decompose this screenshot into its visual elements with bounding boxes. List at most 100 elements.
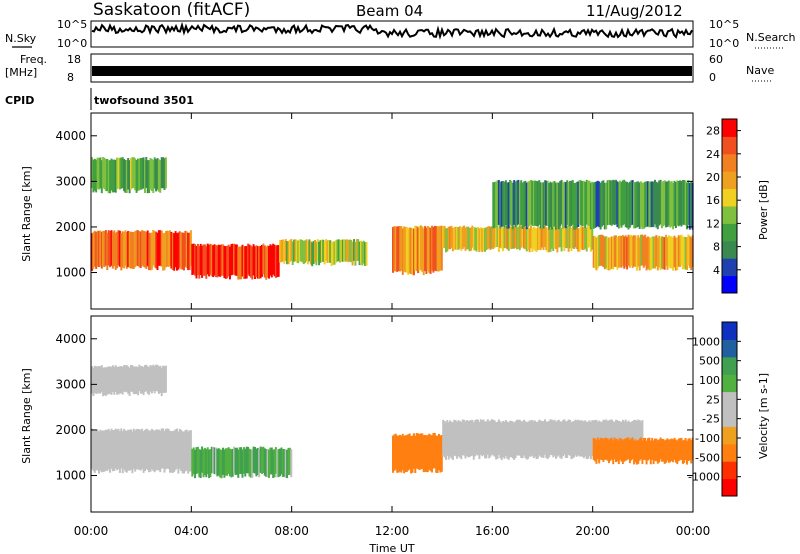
data-cell bbox=[125, 430, 128, 473]
data-cell bbox=[626, 181, 629, 228]
data-cell bbox=[563, 419, 566, 455]
data-cell bbox=[647, 438, 649, 461]
data-cell bbox=[660, 438, 663, 462]
data-cell bbox=[684, 438, 687, 461]
data-cell bbox=[669, 181, 672, 228]
data-cell bbox=[113, 366, 116, 395]
data-cell bbox=[634, 235, 637, 267]
data-cell bbox=[426, 225, 429, 271]
data-cell bbox=[485, 421, 488, 459]
data-cell bbox=[417, 227, 420, 274]
data-cell bbox=[107, 230, 110, 266]
data-cell bbox=[627, 182, 630, 230]
freq-tick-top: 18 bbox=[67, 53, 81, 66]
data-cell bbox=[655, 235, 658, 267]
data-cell bbox=[255, 448, 258, 477]
data-cell bbox=[637, 181, 640, 227]
data-cell bbox=[528, 180, 531, 226]
colorbar-segment bbox=[722, 426, 737, 445]
data-cell bbox=[206, 447, 209, 475]
data-cell bbox=[546, 228, 549, 253]
data-cell bbox=[531, 180, 534, 226]
data-cell bbox=[628, 181, 631, 228]
data-cell bbox=[117, 230, 120, 266]
data-cell bbox=[149, 232, 152, 271]
data-cell bbox=[138, 231, 141, 268]
data-cell bbox=[688, 438, 691, 461]
data-cell bbox=[242, 447, 245, 474]
data-cell bbox=[274, 447, 277, 474]
data-cell bbox=[152, 229, 155, 266]
data-cell bbox=[477, 227, 479, 250]
data-cell bbox=[131, 365, 134, 392]
data-cell bbox=[655, 438, 658, 462]
data-cell bbox=[213, 447, 216, 475]
data-cell bbox=[358, 241, 361, 266]
data-cell bbox=[443, 421, 446, 458]
data-cell bbox=[649, 237, 652, 271]
data-cell bbox=[188, 232, 191, 270]
data-cell bbox=[107, 366, 110, 395]
data-cell bbox=[431, 435, 433, 473]
x-tick-label: 12:00 bbox=[375, 524, 410, 538]
data-cell bbox=[683, 180, 686, 225]
data-cell bbox=[181, 232, 184, 270]
data-cell bbox=[407, 434, 410, 471]
data-cell bbox=[620, 235, 623, 268]
data-cell bbox=[92, 159, 95, 193]
data-cell bbox=[524, 180, 527, 227]
data-cell bbox=[523, 226, 525, 249]
data-cell bbox=[601, 234, 603, 266]
data-cell bbox=[189, 430, 192, 472]
data-cell bbox=[655, 181, 658, 228]
data-cell bbox=[405, 227, 408, 273]
data-cell bbox=[488, 421, 491, 459]
data-cell bbox=[329, 240, 332, 263]
data-cell bbox=[128, 160, 131, 194]
data-cell bbox=[258, 449, 261, 478]
data-cell bbox=[118, 158, 121, 190]
data-cell bbox=[227, 244, 230, 277]
data-cell bbox=[433, 432, 436, 469]
data-cell bbox=[536, 181, 539, 227]
data-cell bbox=[256, 246, 259, 279]
data-cell bbox=[141, 428, 144, 469]
data-cell bbox=[167, 230, 170, 267]
station-title: Saskatoon (fitACF) bbox=[93, 0, 250, 20]
nave-tick-top: 60 bbox=[709, 53, 723, 66]
data-cell bbox=[500, 226, 503, 249]
data-cell bbox=[432, 433, 435, 469]
data-cell bbox=[605, 419, 608, 456]
data-cell bbox=[617, 440, 620, 464]
data-cell bbox=[609, 180, 612, 225]
data-cell bbox=[184, 230, 187, 267]
data-cell bbox=[656, 182, 659, 230]
data-cell bbox=[131, 157, 134, 189]
data-cell bbox=[411, 435, 414, 473]
data-cell bbox=[453, 419, 456, 456]
data-cell bbox=[110, 367, 113, 395]
data-cell bbox=[300, 239, 302, 262]
data-cell bbox=[577, 228, 580, 252]
data-cell bbox=[248, 244, 251, 277]
data-cell bbox=[110, 428, 113, 469]
data-cell bbox=[320, 239, 323, 262]
data-cell bbox=[517, 179, 520, 225]
data-cell bbox=[152, 364, 155, 392]
colorbar-tick-label: 100 bbox=[699, 374, 720, 387]
data-cell bbox=[219, 449, 222, 478]
data-cell bbox=[566, 180, 569, 226]
colorbar-tick-label: 16 bbox=[706, 194, 720, 207]
data-cell bbox=[273, 244, 276, 277]
nsky-tick-top: 10^5 bbox=[57, 18, 87, 31]
data-cell bbox=[146, 429, 149, 470]
data-cell bbox=[617, 235, 620, 268]
data-cell bbox=[573, 226, 576, 249]
data-cell bbox=[523, 181, 525, 228]
colorbar-segment bbox=[722, 339, 737, 358]
data-cell bbox=[216, 448, 219, 477]
data-cell bbox=[98, 230, 100, 267]
data-cell bbox=[641, 440, 644, 464]
data-cell bbox=[481, 420, 484, 457]
data-cell bbox=[162, 157, 165, 189]
